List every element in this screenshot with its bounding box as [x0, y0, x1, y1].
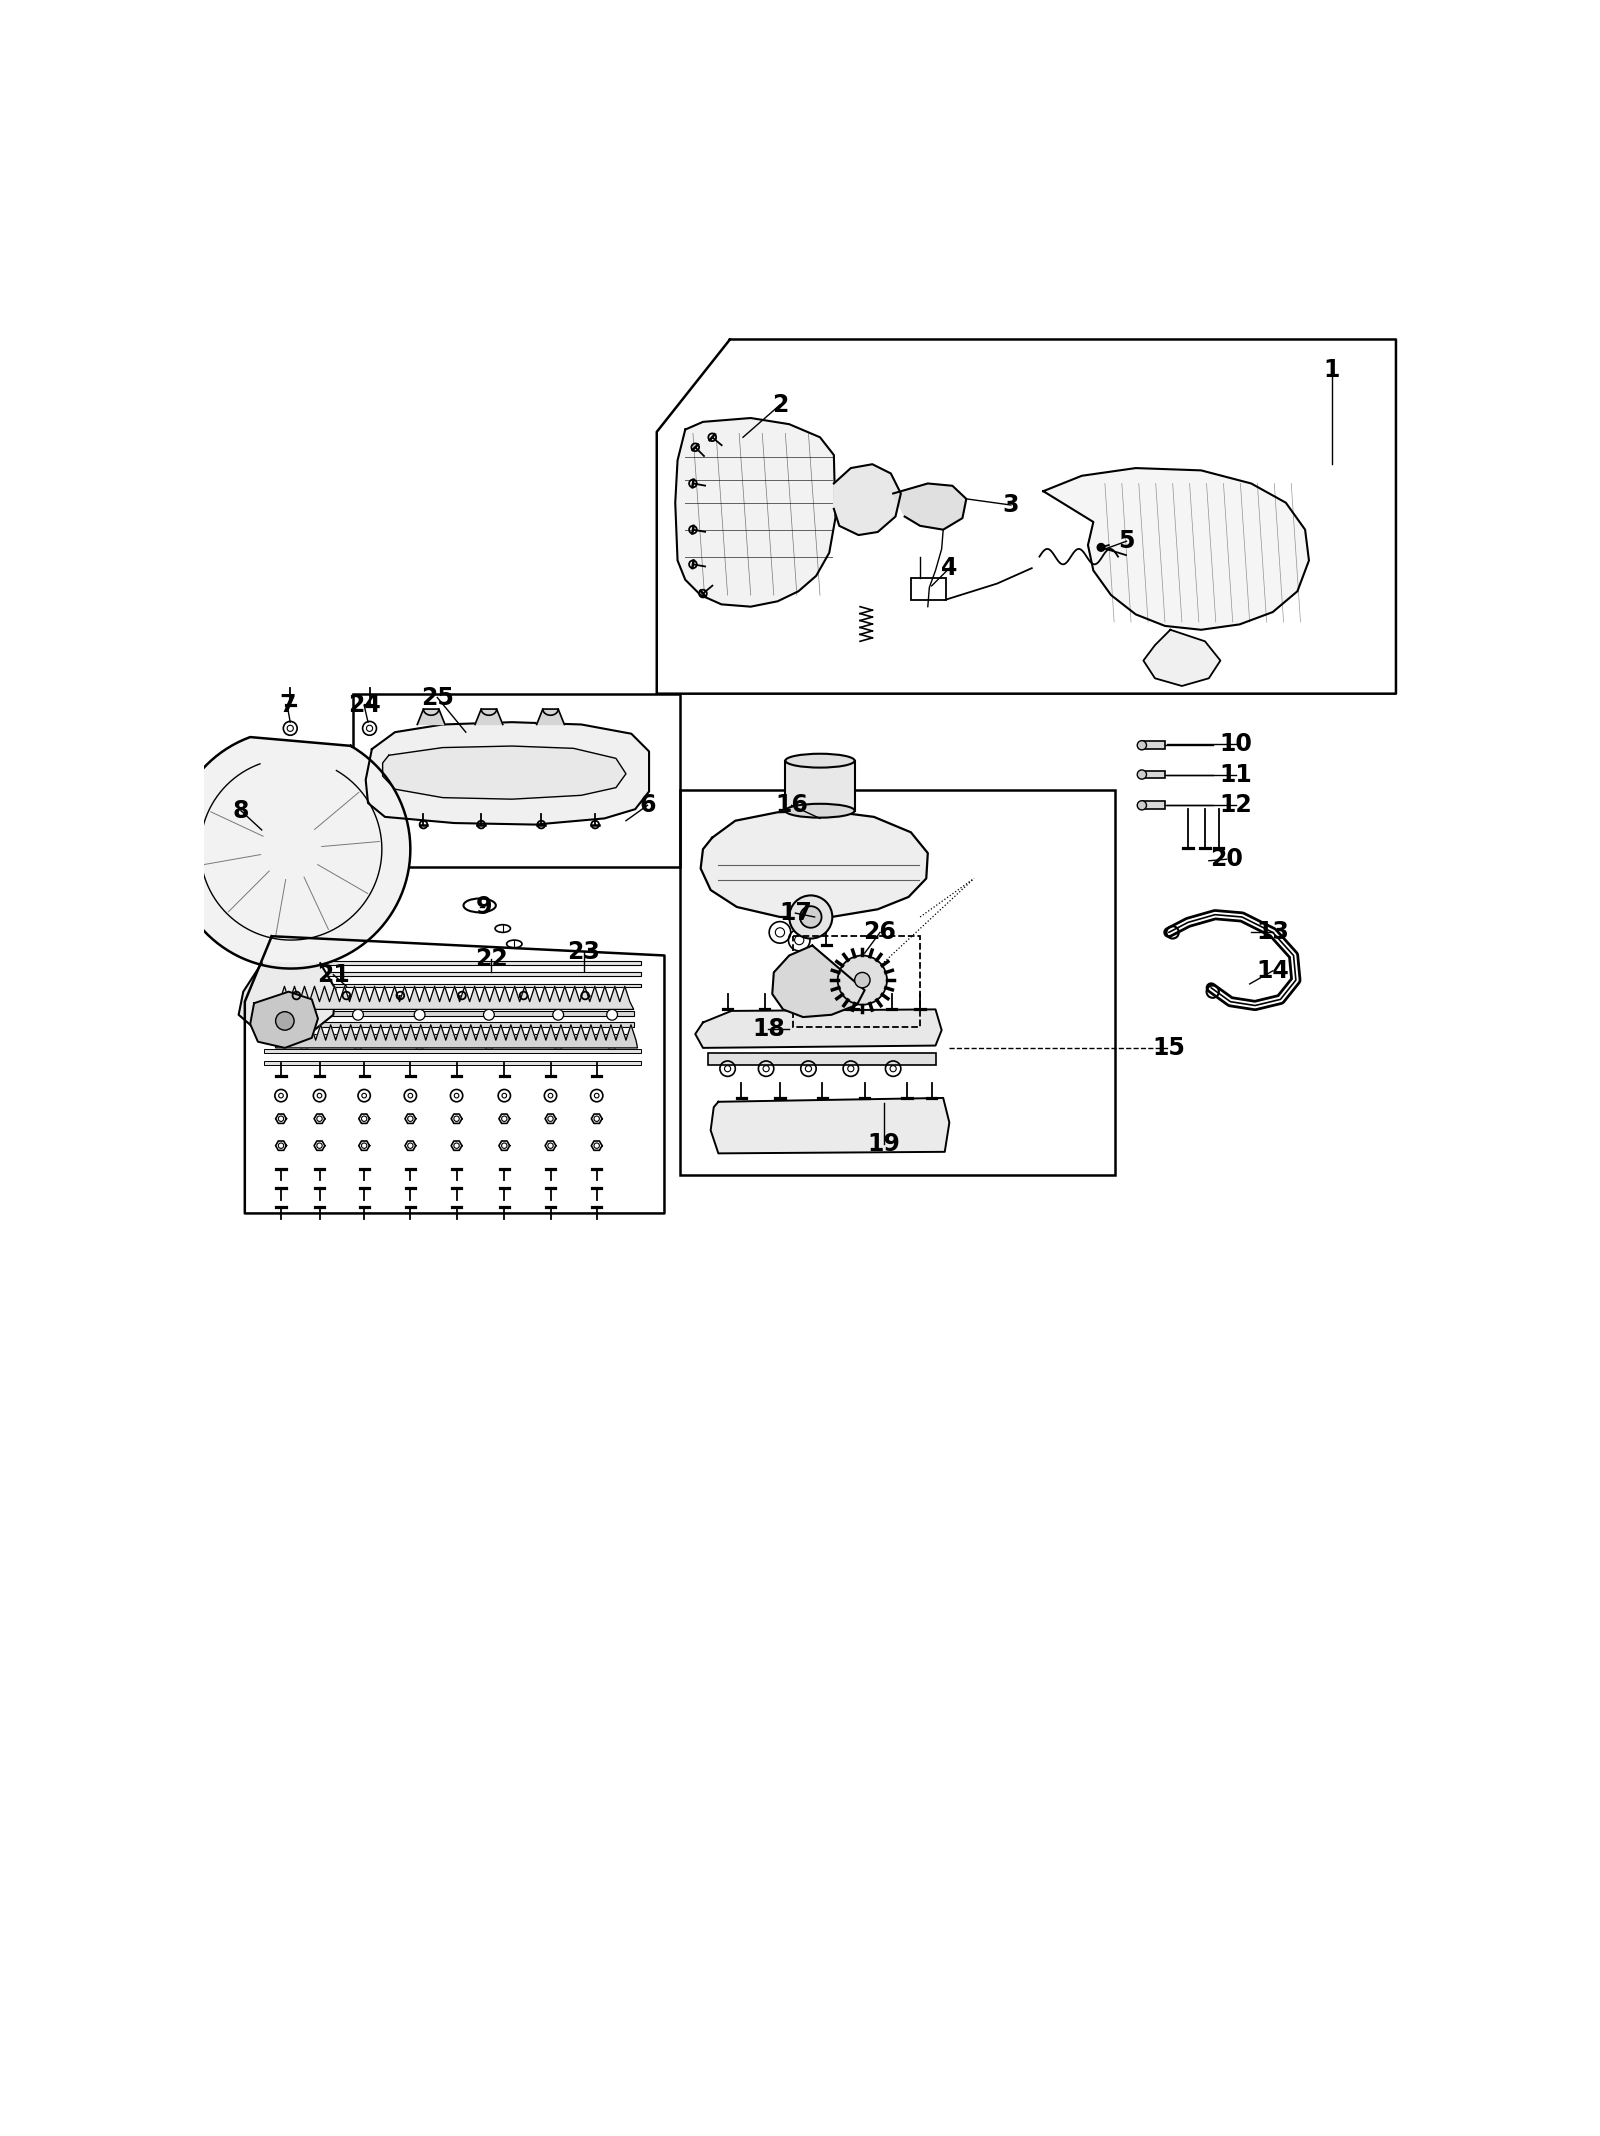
Text: 26: 26: [864, 921, 896, 944]
Polygon shape: [773, 946, 864, 1017]
Text: 19: 19: [867, 1132, 901, 1156]
Polygon shape: [238, 963, 336, 1030]
Bar: [264, 1062, 642, 1066]
Polygon shape: [418, 709, 445, 724]
Circle shape: [606, 1038, 618, 1049]
Polygon shape: [696, 1010, 942, 1049]
Polygon shape: [675, 419, 835, 607]
Polygon shape: [536, 709, 565, 724]
Circle shape: [1138, 801, 1147, 810]
Text: 4: 4: [941, 555, 957, 581]
Text: 14: 14: [1256, 959, 1290, 983]
Circle shape: [1138, 769, 1147, 780]
Bar: [272, 1034, 634, 1038]
Text: 1: 1: [1323, 359, 1341, 382]
Polygon shape: [275, 1025, 637, 1049]
Text: 12: 12: [1219, 792, 1253, 818]
Polygon shape: [834, 464, 901, 534]
Polygon shape: [1043, 468, 1309, 630]
Polygon shape: [366, 722, 650, 824]
Text: 9: 9: [475, 895, 491, 918]
Circle shape: [554, 1038, 563, 1049]
Bar: [709, 1053, 936, 1066]
Bar: [786, 760, 854, 812]
Polygon shape: [171, 737, 410, 968]
Circle shape: [352, 1010, 363, 1021]
Text: 23: 23: [566, 940, 600, 963]
Text: 5: 5: [1118, 530, 1134, 553]
Circle shape: [554, 1010, 563, 1021]
Text: 18: 18: [752, 1017, 786, 1040]
Circle shape: [838, 955, 886, 1004]
Text: 20: 20: [1210, 848, 1243, 871]
Bar: [680, 790, 1115, 1175]
Text: 24: 24: [347, 694, 381, 718]
Circle shape: [275, 1012, 294, 1030]
Bar: [272, 1010, 634, 1015]
Circle shape: [1138, 741, 1147, 750]
Text: 21: 21: [317, 963, 350, 987]
Polygon shape: [250, 991, 318, 1049]
Text: 16: 16: [774, 792, 808, 818]
Text: 7: 7: [278, 694, 296, 718]
Bar: [1142, 771, 1165, 778]
Text: 2: 2: [771, 393, 789, 417]
Ellipse shape: [786, 754, 854, 767]
Polygon shape: [1144, 630, 1221, 686]
Ellipse shape: [786, 803, 854, 818]
Text: 13: 13: [1256, 921, 1290, 944]
Circle shape: [299, 1010, 309, 1021]
Bar: [794, 936, 920, 1027]
Bar: [352, 694, 680, 867]
Text: 8: 8: [232, 799, 250, 822]
Polygon shape: [710, 1098, 949, 1153]
Bar: [272, 1023, 634, 1027]
Text: 15: 15: [1152, 1036, 1186, 1059]
Circle shape: [483, 1010, 494, 1021]
Bar: [910, 579, 946, 600]
Circle shape: [414, 1038, 426, 1049]
Text: 11: 11: [1219, 763, 1253, 786]
Text: 6: 6: [640, 792, 656, 818]
Circle shape: [299, 1038, 309, 1049]
Circle shape: [606, 1010, 618, 1021]
Circle shape: [854, 972, 870, 987]
Circle shape: [800, 906, 821, 927]
Polygon shape: [475, 709, 502, 724]
Polygon shape: [893, 483, 966, 530]
Text: 3: 3: [1003, 493, 1019, 517]
Polygon shape: [701, 812, 928, 916]
Bar: [1142, 801, 1165, 810]
Bar: [264, 961, 642, 965]
Polygon shape: [382, 745, 626, 799]
Text: 10: 10: [1219, 733, 1253, 756]
Polygon shape: [280, 987, 634, 1010]
Text: 25: 25: [421, 686, 454, 709]
Bar: [1142, 741, 1165, 750]
Bar: [264, 972, 642, 976]
Bar: [264, 1049, 642, 1053]
Circle shape: [1098, 543, 1106, 551]
Circle shape: [352, 1038, 363, 1049]
Bar: [264, 985, 642, 987]
Circle shape: [789, 895, 832, 938]
Text: 17: 17: [779, 901, 811, 925]
Circle shape: [483, 1038, 494, 1049]
Circle shape: [414, 1010, 426, 1021]
Text: 22: 22: [475, 948, 507, 972]
